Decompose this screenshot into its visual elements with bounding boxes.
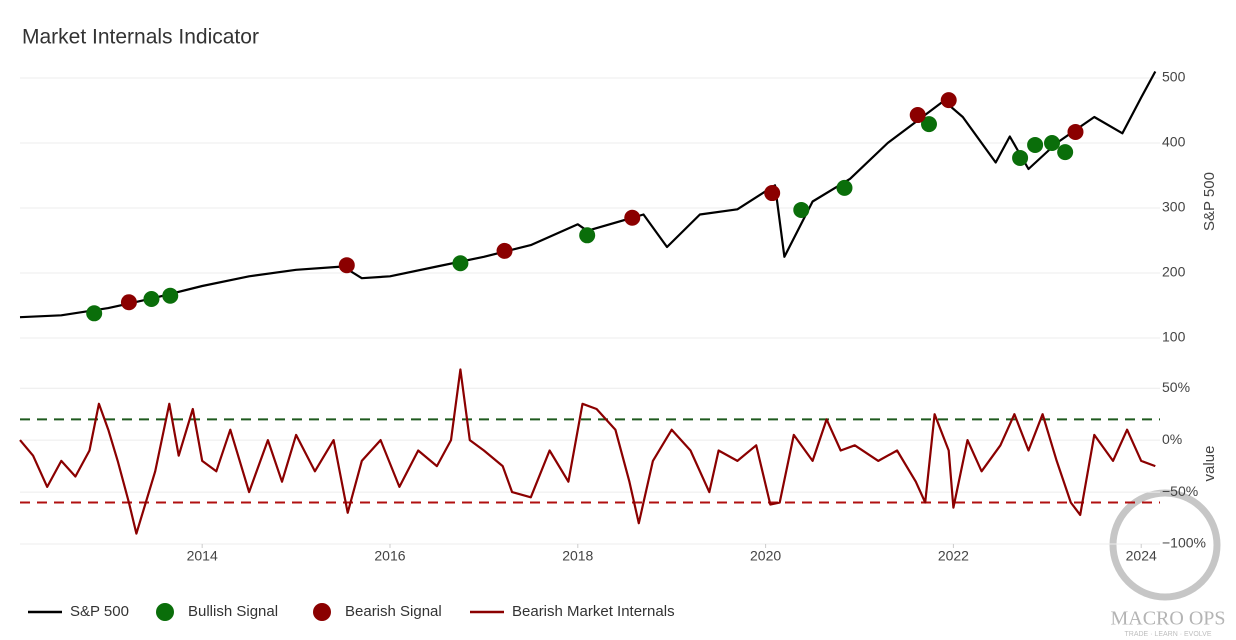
series-line <box>19 70 1157 319</box>
legend-label: Bullish Signal <box>188 603 278 620</box>
legend-label: Bearish Market Internals <box>512 603 675 620</box>
series-line <box>19 368 1156 535</box>
y-tick-label: −50% <box>1162 483 1198 499</box>
signal-marker <box>579 227 596 244</box>
y-tick-label: 500 <box>1162 69 1186 85</box>
legend-label: S&P 500 <box>70 603 129 620</box>
signal-marker <box>1044 135 1061 151</box>
signal-marker <box>1057 144 1074 161</box>
y-tick-label: 300 <box>1162 199 1186 215</box>
signal-marker <box>836 179 853 196</box>
signal-marker <box>624 209 641 226</box>
signal-marker <box>86 305 103 322</box>
y-tick-label: 400 <box>1162 134 1186 150</box>
signal-marker <box>1067 123 1084 140</box>
y-tick-label: 100 <box>1162 329 1186 345</box>
x-tick-label: 2024 <box>1126 548 1157 564</box>
x-tick-label: 2018 <box>562 548 593 564</box>
legend-label: Bearish Signal <box>345 603 442 620</box>
signal-marker <box>496 242 513 259</box>
signal-marker <box>940 92 957 109</box>
signal-marker <box>143 291 160 307</box>
signal-marker <box>120 294 137 311</box>
signal-marker <box>452 255 469 272</box>
watermark-brand: MACRO OPS <box>1110 608 1225 630</box>
y-axis-title: value <box>1201 446 1218 482</box>
y-tick-label: 50% <box>1162 379 1190 395</box>
x-tick-label: 2020 <box>750 548 781 564</box>
signal-marker <box>793 201 810 218</box>
x-tick-label: 2022 <box>938 548 969 564</box>
watermark: MACRO OPS TRADE · LEARN · EVOLVE <box>1109 489 1226 638</box>
x-tick-label: 2016 <box>374 548 405 564</box>
signal-marker <box>920 116 937 133</box>
signal-marker <box>1027 136 1044 153</box>
y-axis-title: S&P 500 <box>1201 172 1218 231</box>
signal-marker <box>1012 149 1029 166</box>
signal-marker <box>764 185 781 202</box>
y-tick-label: 200 <box>1162 264 1186 280</box>
signal-marker <box>338 257 355 274</box>
y-tick-label: −100% <box>1162 535 1206 551</box>
signal-marker <box>909 107 926 124</box>
watermark-tagline: TRADE · LEARN · EVOLVE <box>1124 631 1211 638</box>
signal-marker <box>162 287 179 304</box>
y-tick-label: 0% <box>1162 431 1182 447</box>
legend-swatch <box>313 603 331 621</box>
chart-title: Market Internals Indicator <box>22 26 259 49</box>
x-tick-label: 2014 <box>187 548 218 564</box>
legend-swatch <box>156 603 174 621</box>
watermark-ring <box>1109 489 1221 601</box>
